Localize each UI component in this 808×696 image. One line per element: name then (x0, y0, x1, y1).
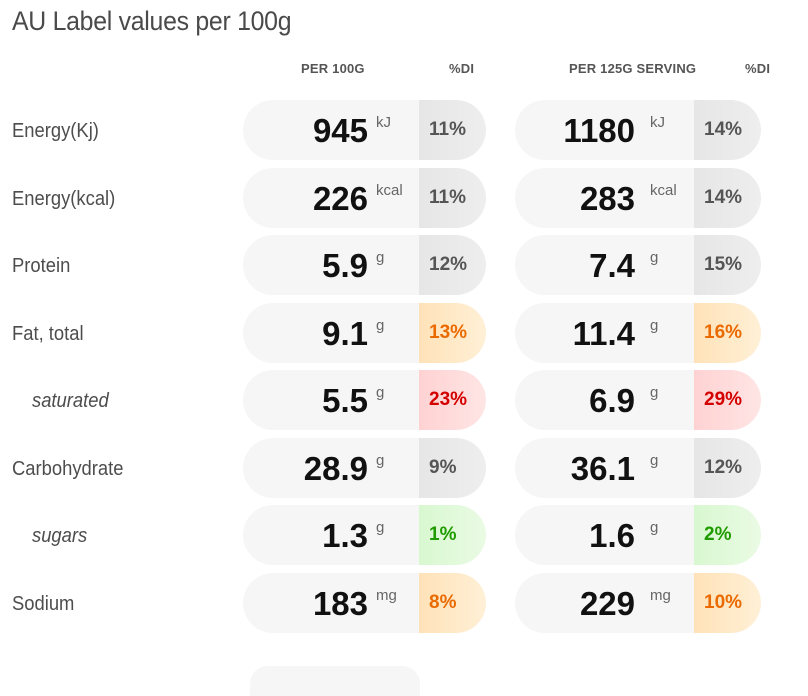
nutrient-value: 7.4 (589, 247, 635, 284)
daily-intake-percent: 14% (694, 168, 761, 228)
next-row-pill (250, 666, 420, 696)
nutrient-unit: g (650, 452, 659, 469)
daily-intake-percent: 8% (419, 573, 486, 633)
value-pill-per-serving: 1180 kJ 14% (515, 100, 761, 160)
nutrient-unit: mg (376, 587, 397, 604)
nutrient-value: 36.1 (570, 450, 635, 487)
nutrient-value: 1180 (563, 112, 635, 149)
nutrient-unit: g (650, 249, 659, 266)
value-pill-per-serving: 6.9 g 29% (515, 370, 761, 430)
nutrient-value: 6.9 (589, 382, 635, 419)
daily-intake-percent: 10% (694, 573, 761, 633)
daily-intake-percent: 11% (419, 100, 486, 160)
nutrient-label: sugars (32, 525, 88, 547)
nutrient-value: 1.3 (322, 517, 368, 554)
nutrient-unit: g (376, 519, 385, 536)
nutrient-label: Protein (12, 255, 71, 277)
daily-intake-percent: 23% (419, 370, 486, 430)
nutrient-unit: g (376, 384, 385, 401)
nutrient-unit: g (650, 519, 659, 536)
nutrient-unit: kJ (376, 114, 391, 131)
nutrient-unit: mg (650, 587, 671, 604)
nutrient-label: Sodium (12, 593, 75, 615)
nutrient-value: 9.1 (322, 315, 368, 352)
value-pill-per-serving: 36.1 g 12% (515, 438, 761, 498)
value-pill-per-serving: 283 kcal 14% (515, 168, 761, 228)
nutrient-label: Fat, total (12, 323, 84, 345)
daily-intake-percent: 16% (694, 303, 761, 363)
daily-intake-percent: 2% (694, 505, 761, 565)
value-pill-per-100g: 226 kcal 11% (243, 168, 486, 228)
value-pill-per-serving: 1.6 g 2% (515, 505, 761, 565)
nutrient-unit: g (376, 317, 385, 334)
daily-intake-percent: 13% (419, 303, 486, 363)
daily-intake-percent: 1% (419, 505, 486, 565)
value-pill-per-100g: 183 mg 8% (243, 573, 486, 633)
nutrient-value: 5.5 (322, 382, 368, 419)
nutrient-unit: kcal (650, 182, 677, 199)
daily-intake-percent: 12% (419, 235, 486, 295)
value-pill-per-serving: 11.4 g 16% (515, 303, 761, 363)
nutrient-value: 945 (312, 112, 368, 149)
nutrient-value: 229 (579, 585, 635, 622)
header-per-100g: PER 100G (301, 61, 365, 76)
value-pill-per-100g: 5.5 g 23% (243, 370, 486, 430)
nutrient-unit: g (650, 317, 659, 334)
nutrient-value: 183 (312, 585, 368, 622)
value-pill-per-100g: 28.9 g 9% (243, 438, 486, 498)
nutrient-value: 1.6 (589, 517, 635, 554)
value-pill-per-serving: 7.4 g 15% (515, 235, 761, 295)
daily-intake-percent: 14% (694, 100, 761, 160)
value-pill-per-100g: 1.3 g 1% (243, 505, 486, 565)
value-pill-per-serving: 229 mg 10% (515, 573, 761, 633)
nutrient-unit: g (376, 452, 385, 469)
nutrient-label: Energy(kcal) (12, 188, 116, 210)
header-per-serving: PER 125G SERVING (569, 61, 697, 76)
nutrient-unit: kcal (376, 182, 403, 199)
nutrient-value: 283 (579, 180, 635, 217)
value-pill-per-100g: 945 kJ 11% (243, 100, 486, 160)
daily-intake-percent: 29% (694, 370, 761, 430)
nutrient-value: 5.9 (322, 247, 368, 284)
nutrient-label: saturated (32, 390, 109, 412)
nutrient-value: 226 (312, 180, 368, 217)
value-pill-per-100g: 9.1 g 13% (243, 303, 486, 363)
nutrient-unit: kJ (650, 114, 665, 131)
value-pill-per-100g: 5.9 g 12% (243, 235, 486, 295)
nutrient-unit: g (376, 249, 385, 266)
nutrient-value: 28.9 (303, 450, 368, 487)
page-title: AU Label values per 100g (12, 6, 292, 36)
nutrient-value: 11.4 (572, 315, 635, 352)
daily-intake-percent: 12% (694, 438, 761, 498)
header-di-per-100g: %DI (449, 61, 475, 76)
nutrient-unit: g (650, 384, 659, 401)
header-di-per-serving: %DI (745, 61, 771, 76)
daily-intake-percent: 11% (419, 168, 486, 228)
nutrient-label: Carbohydrate (12, 458, 124, 480)
nutrient-label: Energy(Kj) (12, 120, 99, 142)
daily-intake-percent: 9% (419, 438, 486, 498)
daily-intake-percent: 15% (694, 235, 761, 295)
